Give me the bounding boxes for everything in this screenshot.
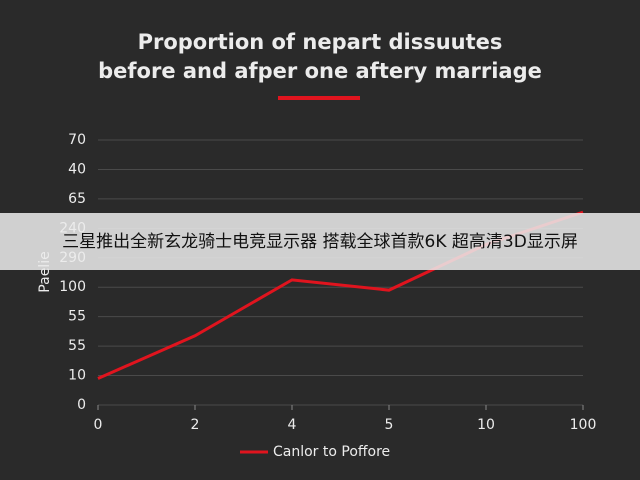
plot-area: 0105555100290240654070024510100Canlor to…	[59, 132, 596, 460]
y-tick-label: 100	[59, 279, 86, 295]
x-tick-label: 2	[191, 417, 200, 433]
x-tick-label: 0	[94, 417, 103, 433]
overlay-caption: 三星推出全新玄龙骑士电竞显示器 搭载全球首款6K 超高清3D显示屏	[62, 232, 578, 252]
overlay-band	[0, 213, 640, 270]
y-tick-label: 55	[68, 309, 86, 325]
legend-label: Canlor to Poffore	[273, 444, 390, 460]
y-tick-label: 40	[68, 161, 86, 177]
y-tick-label: 55	[68, 338, 86, 354]
x-tick-label: 5	[385, 417, 394, 433]
x-tick-label: 100	[570, 417, 597, 433]
y-tick-label: 0	[77, 397, 86, 413]
x-tick-label: 4	[288, 417, 297, 433]
x-tick-label: 10	[477, 417, 495, 433]
chart-title-line: Proportion of nepart dissuutes	[138, 30, 503, 54]
chart-title-line: before and afper one aftery marriage	[98, 59, 542, 83]
y-tick-label: 65	[68, 191, 86, 207]
title-underline	[278, 96, 360, 100]
y-tick-label: 70	[68, 132, 86, 148]
y-tick-label: 10	[68, 368, 86, 384]
